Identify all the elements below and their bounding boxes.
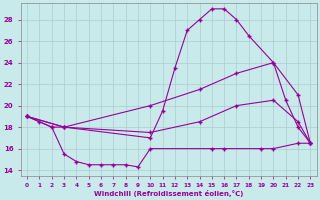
X-axis label: Windchill (Refroidissement éolien,°C): Windchill (Refroidissement éolien,°C) — [94, 190, 244, 197]
